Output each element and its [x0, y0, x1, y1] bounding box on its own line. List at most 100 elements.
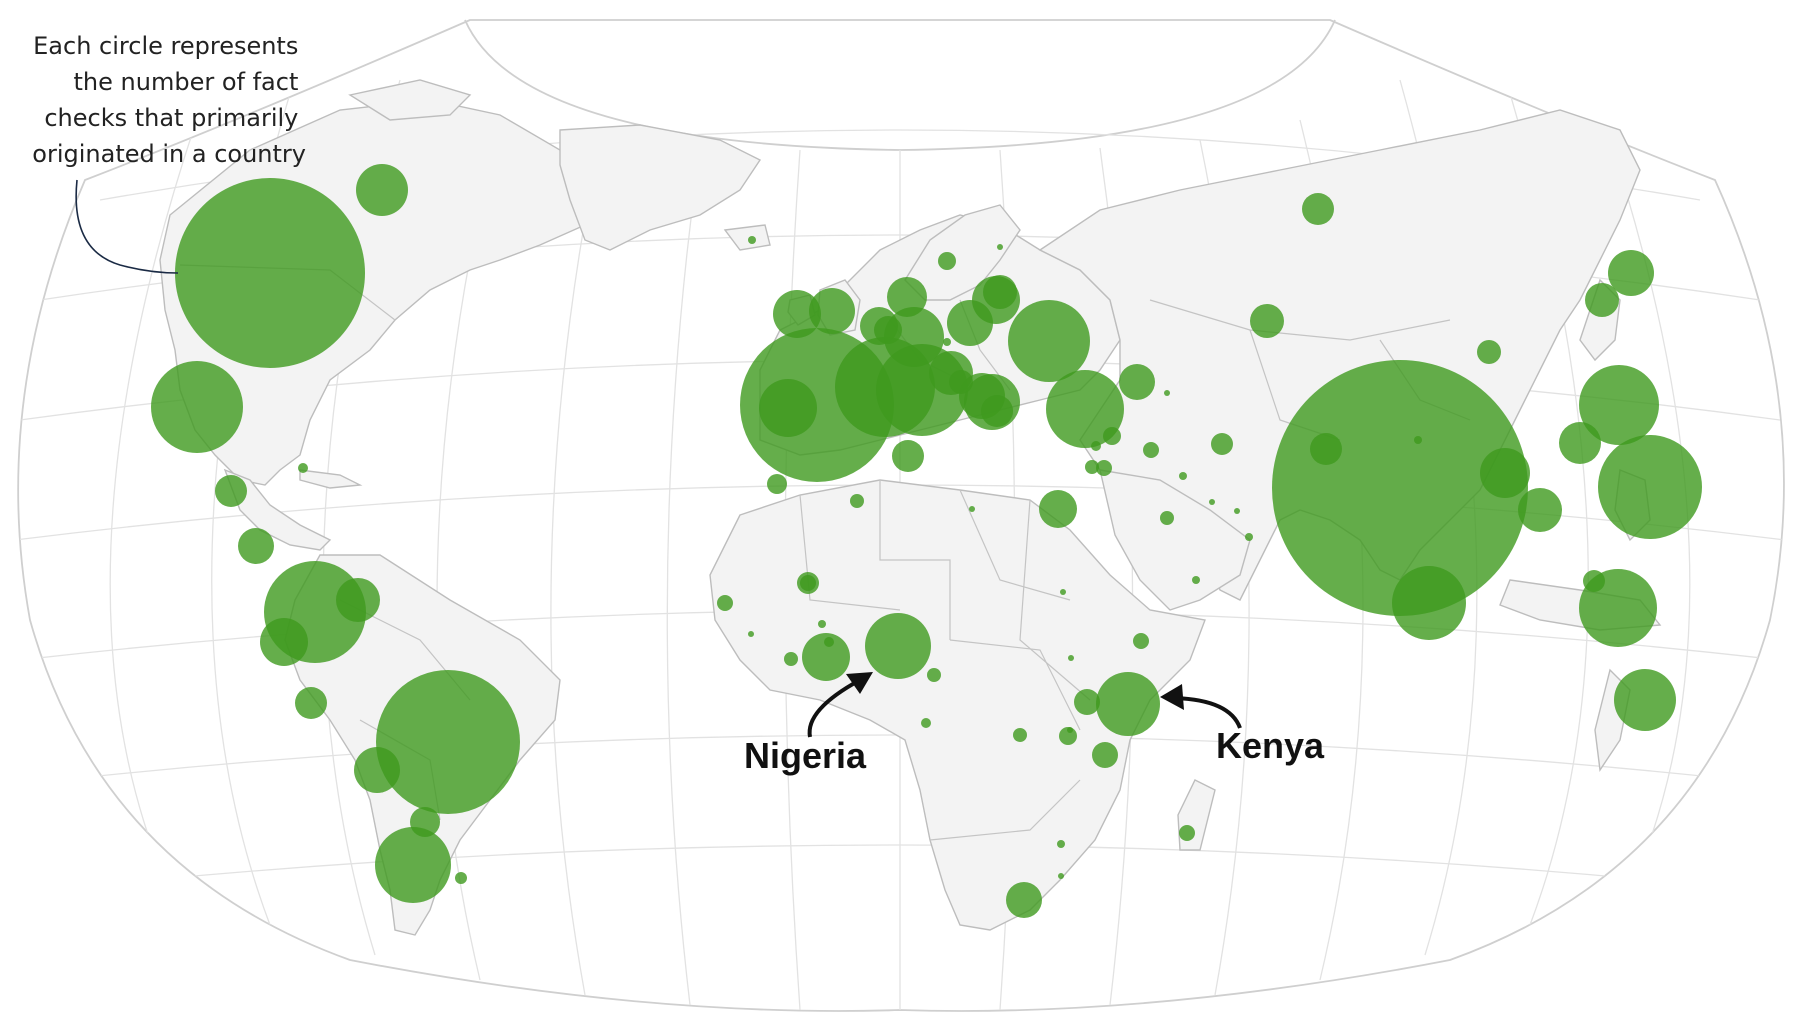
bubble-indonesia-east	[1614, 669, 1676, 731]
bubble-venezuela	[336, 578, 380, 622]
bubble-oman	[1245, 533, 1253, 541]
bubble-bolivia	[354, 747, 400, 793]
bubble-mongolia	[1477, 340, 1501, 364]
bubble-tunisia	[892, 440, 924, 472]
nigeria-label: Nigeria	[744, 735, 867, 776]
bubble-korea	[1585, 283, 1619, 317]
nigeria-callout: Nigeria	[744, 672, 873, 776]
bubble-jordan	[1085, 460, 1099, 474]
bubble-egypt	[1039, 490, 1077, 528]
annotation-leader-line	[75, 179, 179, 274]
bubble-myanmar	[1518, 488, 1562, 532]
nigeria-arrowhead	[846, 672, 873, 694]
bubble-taiwan	[1559, 422, 1601, 464]
bubble-mauritius	[1179, 825, 1195, 841]
bubble-denmark	[938, 252, 956, 270]
bubble-iceland	[748, 236, 756, 244]
bubble-congo	[1013, 728, 1027, 742]
bubble-peru	[295, 687, 327, 719]
bubble-china	[1579, 365, 1659, 445]
bubble-saudi-arabia	[1160, 511, 1174, 525]
bubble-armenia	[1164, 390, 1170, 396]
bubble-czechia	[943, 338, 951, 346]
bubble-nigeria	[865, 613, 931, 679]
land-cuba	[299, 469, 363, 489]
bubble-iraq	[1143, 442, 1159, 458]
land-greenland	[559, 124, 762, 251]
bubble-sweden	[997, 244, 1003, 250]
land-iceland	[723, 224, 771, 251]
bubble-yemen	[1192, 576, 1200, 584]
bubble-latvia	[983, 275, 1017, 309]
kenya-arrowhead	[1160, 684, 1184, 710]
bubble-kazakhstan	[1250, 304, 1284, 338]
bubble-nepal	[1414, 436, 1422, 444]
nigeria-arrow	[807, 678, 861, 738]
bubble-lebanon	[1103, 427, 1121, 445]
bubble-libya	[969, 506, 975, 512]
annotation-text: Each circle represents the number of fac…	[32, 32, 306, 168]
bubble-syria	[1096, 460, 1112, 476]
bubble-ecuador	[260, 618, 308, 666]
bubble-gambia	[748, 631, 754, 637]
bubble-greece	[981, 395, 1013, 427]
kenya-callout: Kenya	[1160, 684, 1325, 766]
bubble-uae	[1234, 508, 1240, 514]
bubble-uk	[809, 288, 855, 334]
bubble-uruguay	[455, 872, 467, 884]
bubble-iran	[1211, 433, 1233, 455]
bubble-switzerland	[874, 316, 902, 344]
bubble-mexico	[151, 361, 243, 453]
bubble-uganda	[1074, 689, 1100, 715]
bubble-cyprus	[1091, 441, 1101, 451]
bubble-malaysia	[1579, 569, 1657, 647]
bubble-brazil	[376, 670, 520, 814]
bubble-ireland	[773, 290, 821, 338]
bubble-senegal	[717, 595, 733, 611]
bubble-georgia	[1119, 364, 1155, 400]
bubble-guatemala	[215, 475, 247, 507]
bubble-portugal	[759, 379, 817, 437]
bubble-algeria	[850, 494, 864, 508]
bubble-costa-rica	[238, 528, 274, 564]
bubble-argentina	[375, 827, 451, 903]
bubble-turkey	[1046, 370, 1124, 448]
bubble-burundi	[1067, 727, 1073, 733]
bubble-sudan	[1068, 655, 1074, 661]
bubble-usa	[175, 178, 365, 368]
bubble-ukraine	[1008, 300, 1090, 382]
annotation-line-3: checks that primarily	[44, 104, 298, 132]
bubble-tanzania	[1092, 742, 1118, 768]
annotation-line-1: Each circle represents	[33, 32, 298, 60]
land-arctic-islands	[348, 79, 472, 121]
bubble-kenya	[1096, 672, 1160, 736]
land-central-america	[223, 468, 332, 551]
bubble-qatar	[1209, 499, 1215, 505]
bubble-sri-lanka	[1392, 566, 1466, 640]
land-scandinavia	[904, 204, 1021, 301]
bubble-benin	[824, 637, 834, 647]
bubble-ghana	[802, 633, 850, 681]
bubble-cameroon	[927, 668, 941, 682]
fact-check-bubbles	[151, 164, 1702, 918]
bubble-south-africa	[1006, 882, 1042, 918]
bubble-pakistan	[1310, 433, 1342, 465]
land-arabia	[1099, 469, 1251, 611]
globe-outline	[17, 19, 1785, 1012]
bubble-niger	[1060, 589, 1066, 595]
kenya-arrow	[1174, 696, 1242, 729]
bubble-zimbabwe	[1058, 873, 1064, 879]
bubble-zambia	[1057, 840, 1065, 848]
annotation-line-4: originated in a country	[32, 140, 306, 168]
bubble-philippines	[1598, 435, 1702, 539]
bubble-canada	[356, 164, 408, 216]
bubble-gabon	[921, 718, 931, 728]
kenya-label: Kenya	[1216, 725, 1325, 766]
annotation-line-2: the number of fact	[74, 68, 299, 96]
bubble-burkina	[818, 620, 826, 628]
bubble-india	[1272, 360, 1528, 616]
bubble-kuwait	[1179, 472, 1187, 480]
bubble-morocco	[767, 474, 787, 494]
bubble-russia	[1302, 193, 1334, 225]
